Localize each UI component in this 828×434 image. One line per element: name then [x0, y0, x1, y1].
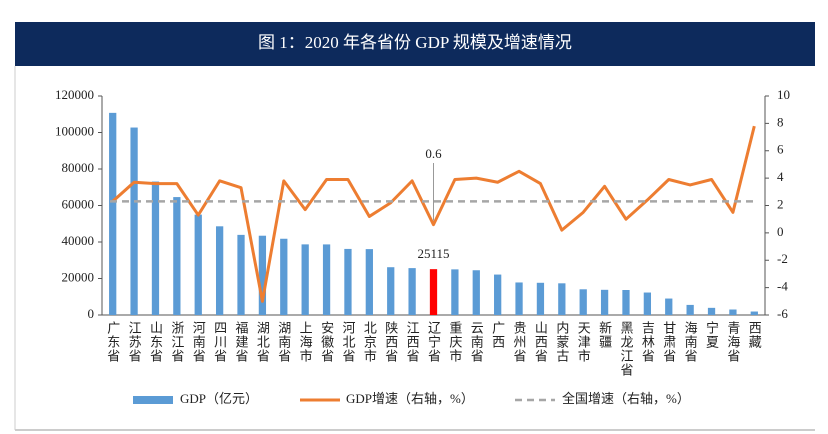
legend-label: GDP（亿元）	[180, 391, 258, 406]
bar	[237, 234, 245, 315]
x-tick-label: 上海市	[298, 321, 313, 363]
x-tick-label: 山东省	[148, 321, 163, 363]
bar	[130, 127, 138, 315]
x-tick-label: 湖南省	[276, 321, 291, 363]
x-tick-label: 河北省	[340, 321, 355, 363]
x-tick-label: 青海省	[725, 321, 740, 363]
bar	[558, 283, 566, 315]
bar	[729, 309, 737, 315]
bar	[365, 249, 373, 315]
y-tick-label: 100000	[55, 123, 94, 138]
bar	[686, 304, 694, 315]
y2-tick-label: 8	[777, 114, 784, 129]
bar	[515, 282, 523, 315]
bar	[579, 289, 587, 315]
bar	[665, 298, 673, 315]
x-tick-label: 甘肃省	[661, 321, 676, 363]
x-tick-label: 山西省	[533, 321, 548, 363]
x-tick-label: 河南省	[191, 321, 206, 363]
y-tick-label: 60000	[62, 196, 95, 211]
y2-tick-label: 0	[777, 224, 784, 239]
y-tick-label: 120000	[55, 87, 94, 102]
x-tick-label: 广东省	[105, 321, 120, 363]
legend-label: 全国增速（右轴，%）	[562, 391, 690, 406]
bar	[622, 289, 630, 315]
title-banner	[15, 22, 815, 66]
bar	[258, 235, 267, 315]
bar	[301, 244, 309, 315]
x-tick-label: 四川省	[212, 321, 227, 363]
bar	[408, 268, 416, 315]
x-tick-label: 福建省	[234, 321, 249, 363]
y2-tick-label: -2	[777, 251, 788, 266]
bar	[173, 197, 181, 315]
bar	[280, 238, 288, 315]
bar	[429, 269, 438, 315]
y-tick-label: 40000	[62, 233, 95, 248]
bar	[536, 282, 545, 315]
bar	[387, 267, 395, 315]
x-tick-label: 北京市	[362, 321, 377, 363]
x-tick-label: 浙江省	[169, 321, 184, 363]
bar	[109, 112, 117, 315]
x-tick-label: 新疆	[597, 320, 612, 349]
y2-tick-label: 4	[777, 169, 784, 184]
y2-tick-label: -4	[777, 279, 788, 294]
bar	[322, 244, 331, 315]
x-tick-label: 云南省	[469, 321, 484, 363]
y2-tick-label: -6	[777, 306, 788, 321]
x-tick-label: 广西	[490, 321, 505, 349]
y2-tick-label: 10	[777, 87, 790, 102]
x-tick-label: 江西省	[405, 321, 420, 363]
bar	[151, 181, 160, 315]
chart-title: 图 1：2020 年各省份 GDP 规模及增速情况	[258, 33, 572, 52]
x-tick-label: 吉林省	[640, 321, 655, 363]
x-tick-label: 黑龙江省	[618, 321, 633, 377]
y2-tick-label: 6	[777, 142, 784, 157]
annotation: 25115	[417, 246, 449, 261]
x-tick-label: 安徽省	[319, 321, 334, 363]
x-tick-label: 西藏	[747, 321, 762, 349]
legend-swatch	[133, 396, 173, 404]
bar	[494, 274, 502, 315]
bar	[750, 311, 758, 315]
bar	[472, 270, 480, 315]
x-tick-label: 贵州省	[512, 321, 527, 363]
x-tick-label: 陕西省	[383, 321, 398, 363]
bar	[194, 214, 202, 315]
x-tick-label: 天津市	[576, 321, 591, 363]
y-tick-label: 80000	[62, 160, 95, 175]
x-tick-label: 内蒙古	[554, 320, 569, 363]
bar	[451, 269, 459, 315]
bar	[707, 307, 716, 315]
x-tick-label: 湖北省	[255, 321, 270, 363]
y-tick-label: 0	[88, 306, 95, 321]
bar	[215, 226, 224, 315]
x-tick-label: 辽宁省	[426, 321, 441, 363]
bar	[344, 248, 352, 315]
bar	[600, 289, 609, 315]
y-tick-label: 20000	[62, 269, 95, 284]
legend-label: GDP增速（右轴，%）	[346, 391, 474, 406]
annotation: 0.6	[425, 146, 442, 161]
x-tick-label: 江苏省	[127, 321, 142, 363]
x-tick-label: 海南省	[683, 321, 698, 363]
growth-line	[111, 125, 756, 303]
bar	[643, 292, 652, 315]
x-tick-label: 重庆市	[447, 320, 462, 363]
x-tick-label: 宁夏	[704, 320, 719, 349]
y2-tick-label: 2	[777, 196, 784, 211]
